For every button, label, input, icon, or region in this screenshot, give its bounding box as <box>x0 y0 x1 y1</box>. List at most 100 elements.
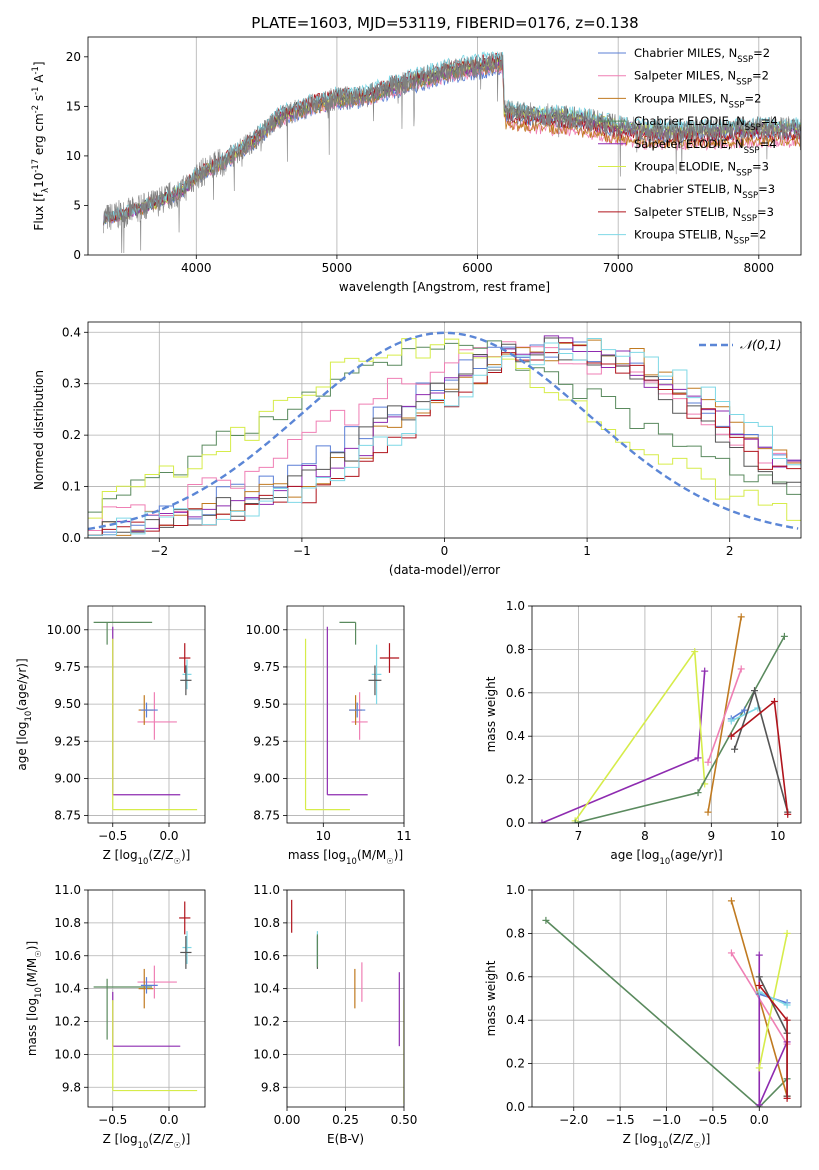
y-tick-label: 9.50 <box>253 697 280 711</box>
x-tick-label: 0.00 <box>274 1113 301 1127</box>
y-tick-label: 0 <box>73 248 81 262</box>
legend-entry-label: Salpeter MILES, NSSP=2 <box>634 69 769 88</box>
y-tick-label: 15 <box>66 99 81 113</box>
x-tick-label: −1 <box>293 544 311 558</box>
x-tick-label: 2 <box>726 544 734 558</box>
residual-histogram-step <box>88 340 801 513</box>
x-axis-label: wavelength [Angstrom, rest frame] <box>339 280 550 294</box>
y-tick-label: 0.2 <box>506 773 525 787</box>
plot-area-residuals <box>88 331 801 536</box>
legend-entry-label: Salpeter STELIB, NSSP=3 <box>634 205 774 224</box>
x-tick-label: 0.0 <box>159 829 178 843</box>
y-tick-label: 0.1 <box>62 480 81 494</box>
x-tick-label: 9 <box>708 829 716 843</box>
residual-histogram-step <box>88 338 801 521</box>
x-tick-label: 4000 <box>181 261 212 275</box>
y-tick-label: 0.8 <box>506 642 525 656</box>
y-tick-label: 11.0 <box>253 883 280 897</box>
residual-histogram-step <box>88 337 801 536</box>
x-axis-label: age [log10(age/yr)] <box>610 848 722 866</box>
y-tick-label: 0.2 <box>62 428 81 442</box>
y-tick-label: 10.2 <box>253 1015 280 1029</box>
spectrum-legend: Chabrier MILES, NSSP=2 Salpeter MILES, NS… <box>598 46 778 247</box>
y-tick-label: 9.50 <box>54 697 81 711</box>
y-tick-label: 10.8 <box>54 916 81 930</box>
y-tick-label: 10.0 <box>253 1047 280 1061</box>
x-axis-label: mass [log10(M/M☉)] <box>288 848 403 866</box>
y-tick-label: 1.0 <box>506 883 525 897</box>
axes-frame <box>87 36 802 256</box>
x-tick-label: −0.5 <box>98 829 127 843</box>
frame-spectrum: 4000 5000 6000 7000 8000 0 5 10 15 20 wavelength [… <box>30 36 802 294</box>
y-tick-label: 5 <box>73 198 81 212</box>
y-tick-label: 10.6 <box>54 949 81 963</box>
x-axis-label: Z [log10(Z/Z☉)] <box>103 848 191 866</box>
y-axis-label: age [log10(age/yr)] <box>15 658 33 770</box>
plot-area-age_vs_mass <box>304 621 400 811</box>
weight-line <box>758 991 788 1006</box>
legend-entry-label: Kroupa STELIB, NSSP=2 <box>634 228 766 247</box>
x-tick-label: 7 <box>575 829 583 843</box>
x-tick-label: −0.5 <box>98 1113 127 1127</box>
plot-area-weight_vs_age <box>538 613 792 823</box>
y-tick-label: 20 <box>66 50 81 64</box>
frame-age_vs_mass: 10 11 8.75 9.00 9.25 9.50 9.75 10.00 mass [log10… <box>246 605 412 866</box>
y-tick-label: 10 <box>66 149 81 163</box>
y-tick-label: 9.00 <box>253 771 280 785</box>
x-tick-label: 6000 <box>462 261 493 275</box>
plot-area-weight_vs_Z <box>542 897 791 1107</box>
y-tick-label: 10.0 <box>54 1047 81 1061</box>
y-tick-label: 0.6 <box>506 686 525 700</box>
x-axis-label: Z [log10(Z/Z☉)] <box>623 1132 711 1150</box>
weight-line <box>574 635 786 823</box>
axes-age_vs_mass: 10 11 8.75 9.00 9.25 9.50 9.75 10.00 mass [log10… <box>246 605 412 866</box>
y-tick-label: 9.25 <box>253 734 280 748</box>
x-axis-label: Z [log10(Z/Z☉)] <box>103 1132 191 1150</box>
y-tick-label: 1.0 <box>506 599 525 613</box>
x-tick-label: 10 <box>770 829 785 843</box>
x-tick-label: 11 <box>396 829 411 843</box>
observed-spectrum-line <box>103 52 801 254</box>
x-tick-label: −2.0 <box>559 1113 588 1127</box>
x-tick-label: 0.0 <box>159 1113 178 1127</box>
axes-frame <box>531 605 802 824</box>
plot-area-age_vs_Z <box>93 621 198 811</box>
weight-line <box>707 668 742 763</box>
x-tick-label: −2 <box>150 544 168 558</box>
y-tick-label: 9.8 <box>62 1080 81 1094</box>
axes-weight_vs_Z: −2.0 −1.5 −1.0 −0.5 0.0 0.0 0.2 0.4 0.6 0.8 1.0 Z [… <box>484 883 802 1150</box>
axes-residuals: −2 −1 0 1 2 0.0 0.1 0.2 0.3 0.4 (data-model)/error… <box>32 321 802 577</box>
y-tick-label: 0.4 <box>506 1013 525 1027</box>
y-tick-label: 9.75 <box>54 660 81 674</box>
x-tick-label: −0.5 <box>698 1113 727 1127</box>
x-tick-label: 8000 <box>744 261 775 275</box>
y-axis-label: mass weight <box>484 676 498 752</box>
x-tick-label: 5000 <box>322 261 353 275</box>
plot-area-spectrum <box>103 50 801 254</box>
axes-mass_vs_EBV: 0.00 0.25 0.50 9.8 10.0 10.2 10.4 10.6 10.8 11.0 E… <box>253 883 417 1146</box>
y-axis-label: mass weight <box>484 960 498 1036</box>
x-tick-label: 0.25 <box>332 1113 359 1127</box>
normal-distribution-curve <box>88 331 799 531</box>
frame-mass_vs_Z: −0.5 0.0 9.8 10.0 10.2 10.4 10.6 10.8 11.0 Z [log… <box>25 883 206 1150</box>
axes-spectrum: 4000 5000 6000 7000 8000 0 5 10 15 20 wavelength [… <box>30 36 802 294</box>
y-axis-label: Normed distribution <box>32 370 46 490</box>
x-tick-label: −1.5 <box>606 1113 635 1127</box>
figure-title: PLATE=1603, MJD=53119, FIBERID=0176, z=0… <box>251 14 638 32</box>
weight-line <box>758 933 788 1069</box>
legend-entry-label: Salpeter ELODIE, NSSP=4 <box>634 137 777 156</box>
y-tick-label: 10.00 <box>47 623 81 637</box>
y-tick-label: 9.8 <box>261 1080 280 1094</box>
legend-entry-label: Kroupa ELODIE, NSSP=3 <box>634 160 769 179</box>
residual-histogram-step <box>88 338 801 536</box>
axes-frame <box>87 889 206 1108</box>
y-tick-label: 10.00 <box>246 623 280 637</box>
legend-entry-label: Chabrier STELIB, NSSP=3 <box>634 182 775 201</box>
y-tick-label: 9.25 <box>54 734 81 748</box>
x-tick-label: 0 <box>441 544 449 558</box>
y-tick-label: 9.00 <box>54 771 81 785</box>
x-tick-label: −1.0 <box>652 1113 681 1127</box>
frame-residuals: −2 −1 0 1 2 0.0 0.1 0.2 0.3 0.4 (data-model)/error… <box>32 321 802 577</box>
y-tick-label: 0.0 <box>62 531 81 545</box>
